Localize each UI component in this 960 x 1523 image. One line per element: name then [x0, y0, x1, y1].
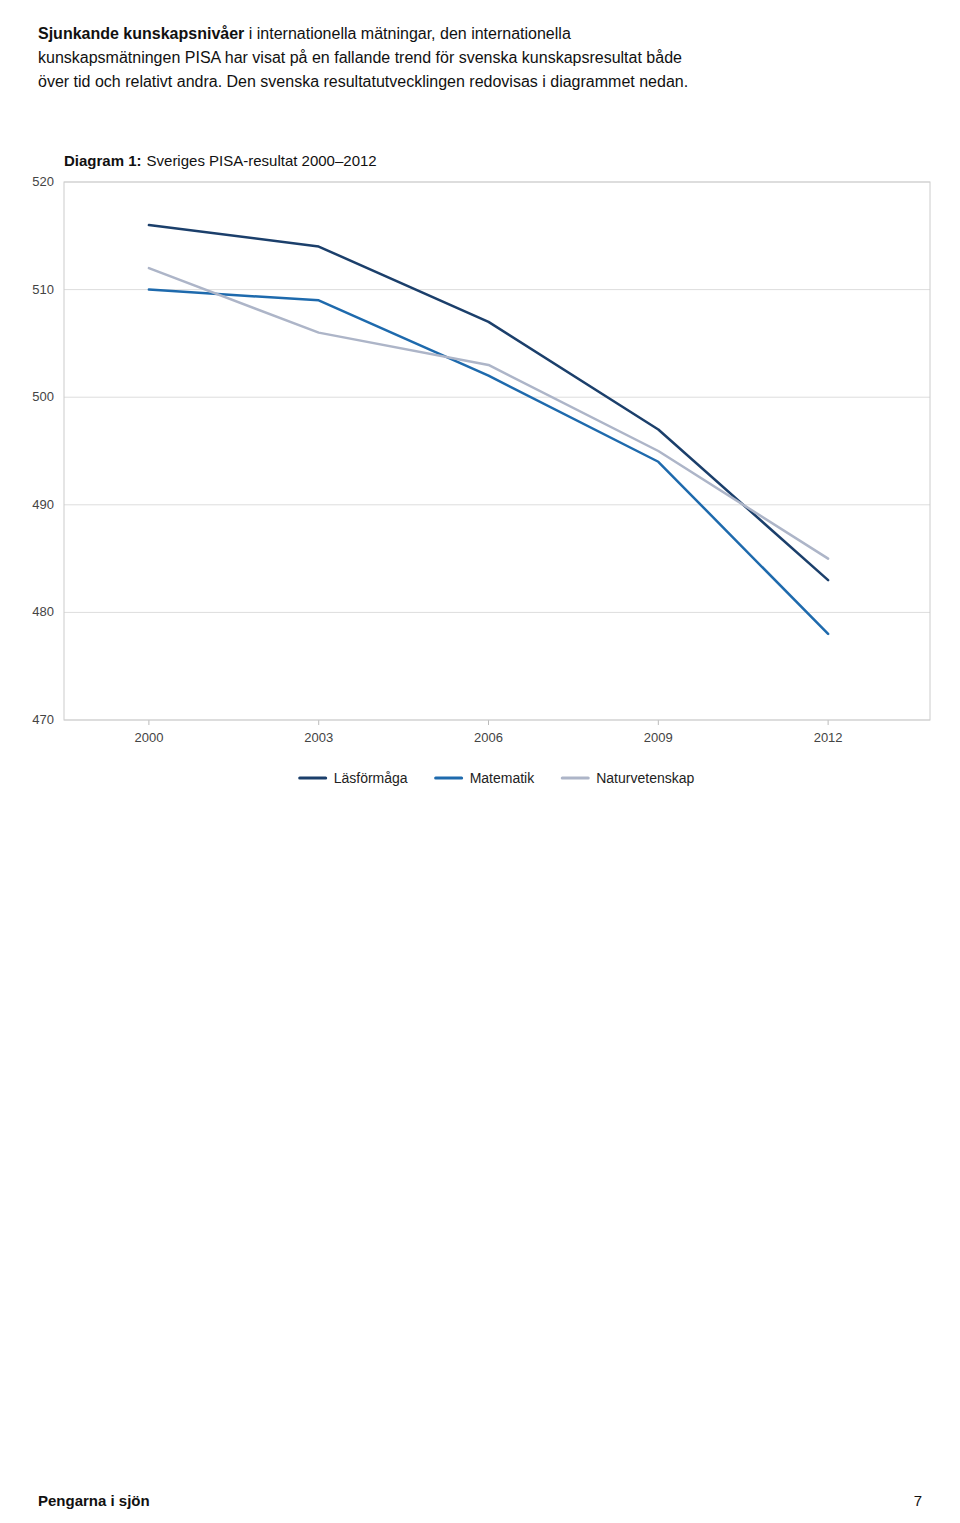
legend-swatch — [300, 777, 326, 780]
footer-page: 7 — [914, 1492, 922, 1509]
x-tick-label: 2000 — [134, 730, 163, 745]
grid-line — [64, 289, 930, 290]
plot-frame — [64, 182, 930, 720]
legend-swatch — [436, 777, 462, 780]
legend-swatch — [562, 777, 588, 780]
y-tick-label: 470 — [32, 712, 54, 727]
legend: Läsförmåga Matematik Naturvetenskap — [300, 770, 695, 786]
y-tick-label: 500 — [32, 389, 54, 404]
x-tick — [828, 720, 829, 725]
x-tick — [488, 720, 489, 725]
legend-item: Läsförmåga — [300, 770, 408, 786]
legend-label: Naturvetenskap — [596, 770, 694, 786]
footer: Pengarna i sjön 7 — [38, 1492, 922, 1509]
header-bold: Sjunkande kunskapsnivåer — [38, 25, 244, 42]
y-tick-label: 490 — [32, 497, 54, 512]
header: Sjunkande kunskapsnivåer i internationell… — [38, 22, 930, 94]
header-line: kunskapsmätningen PISA har visat på en f… — [38, 46, 930, 70]
y-tick-label: 510 — [32, 282, 54, 297]
chart-title-bold: Diagram 1: — [64, 152, 142, 169]
x-tick — [148, 720, 149, 725]
x-tick-label: 2012 — [814, 730, 843, 745]
header-text: i internationella mätningar, den interna… — [249, 25, 571, 42]
header-line: Sjunkande kunskapsnivåer i internationell… — [38, 22, 930, 46]
legend-label: Matematik — [470, 770, 536, 786]
header-text: kunskapsmätningen PISA har visat på en f… — [38, 49, 682, 66]
legend-item: Naturvetenskap — [562, 770, 694, 786]
chart-subtitle: Sveriges PISA-resultat 2000–2012 — [147, 152, 377, 169]
header-text: över tid och relativt andra. Den svenska… — [38, 73, 688, 90]
grid-line — [64, 612, 930, 613]
grid-line — [64, 397, 930, 398]
plot-area — [149, 225, 828, 634]
grid-line — [64, 504, 930, 505]
legend-label: Läsförmåga — [334, 770, 408, 786]
series-line — [149, 225, 828, 580]
footer-title: Pengarna i sjön — [38, 1492, 150, 1509]
x-tick-label: 2003 — [304, 730, 333, 745]
chart-title: Diagram 1: Sveriges PISA-resultat 2000–20… — [64, 152, 377, 169]
x-tick-label: 2009 — [644, 730, 673, 745]
header-line: över tid och relativt andra. Den svenska… — [38, 70, 930, 94]
y-tick-label: 480 — [32, 604, 54, 619]
x-tick — [318, 720, 319, 725]
x-tick — [658, 720, 659, 725]
series-line — [149, 290, 828, 634]
y-tick-label: 520 — [32, 174, 54, 189]
series-line — [149, 268, 828, 559]
x-tick-label: 2006 — [474, 730, 503, 745]
chart: Diagram 1: Sveriges PISA-resultat 2000–20… — [0, 130, 960, 850]
legend-item: Matematik — [436, 770, 536, 786]
